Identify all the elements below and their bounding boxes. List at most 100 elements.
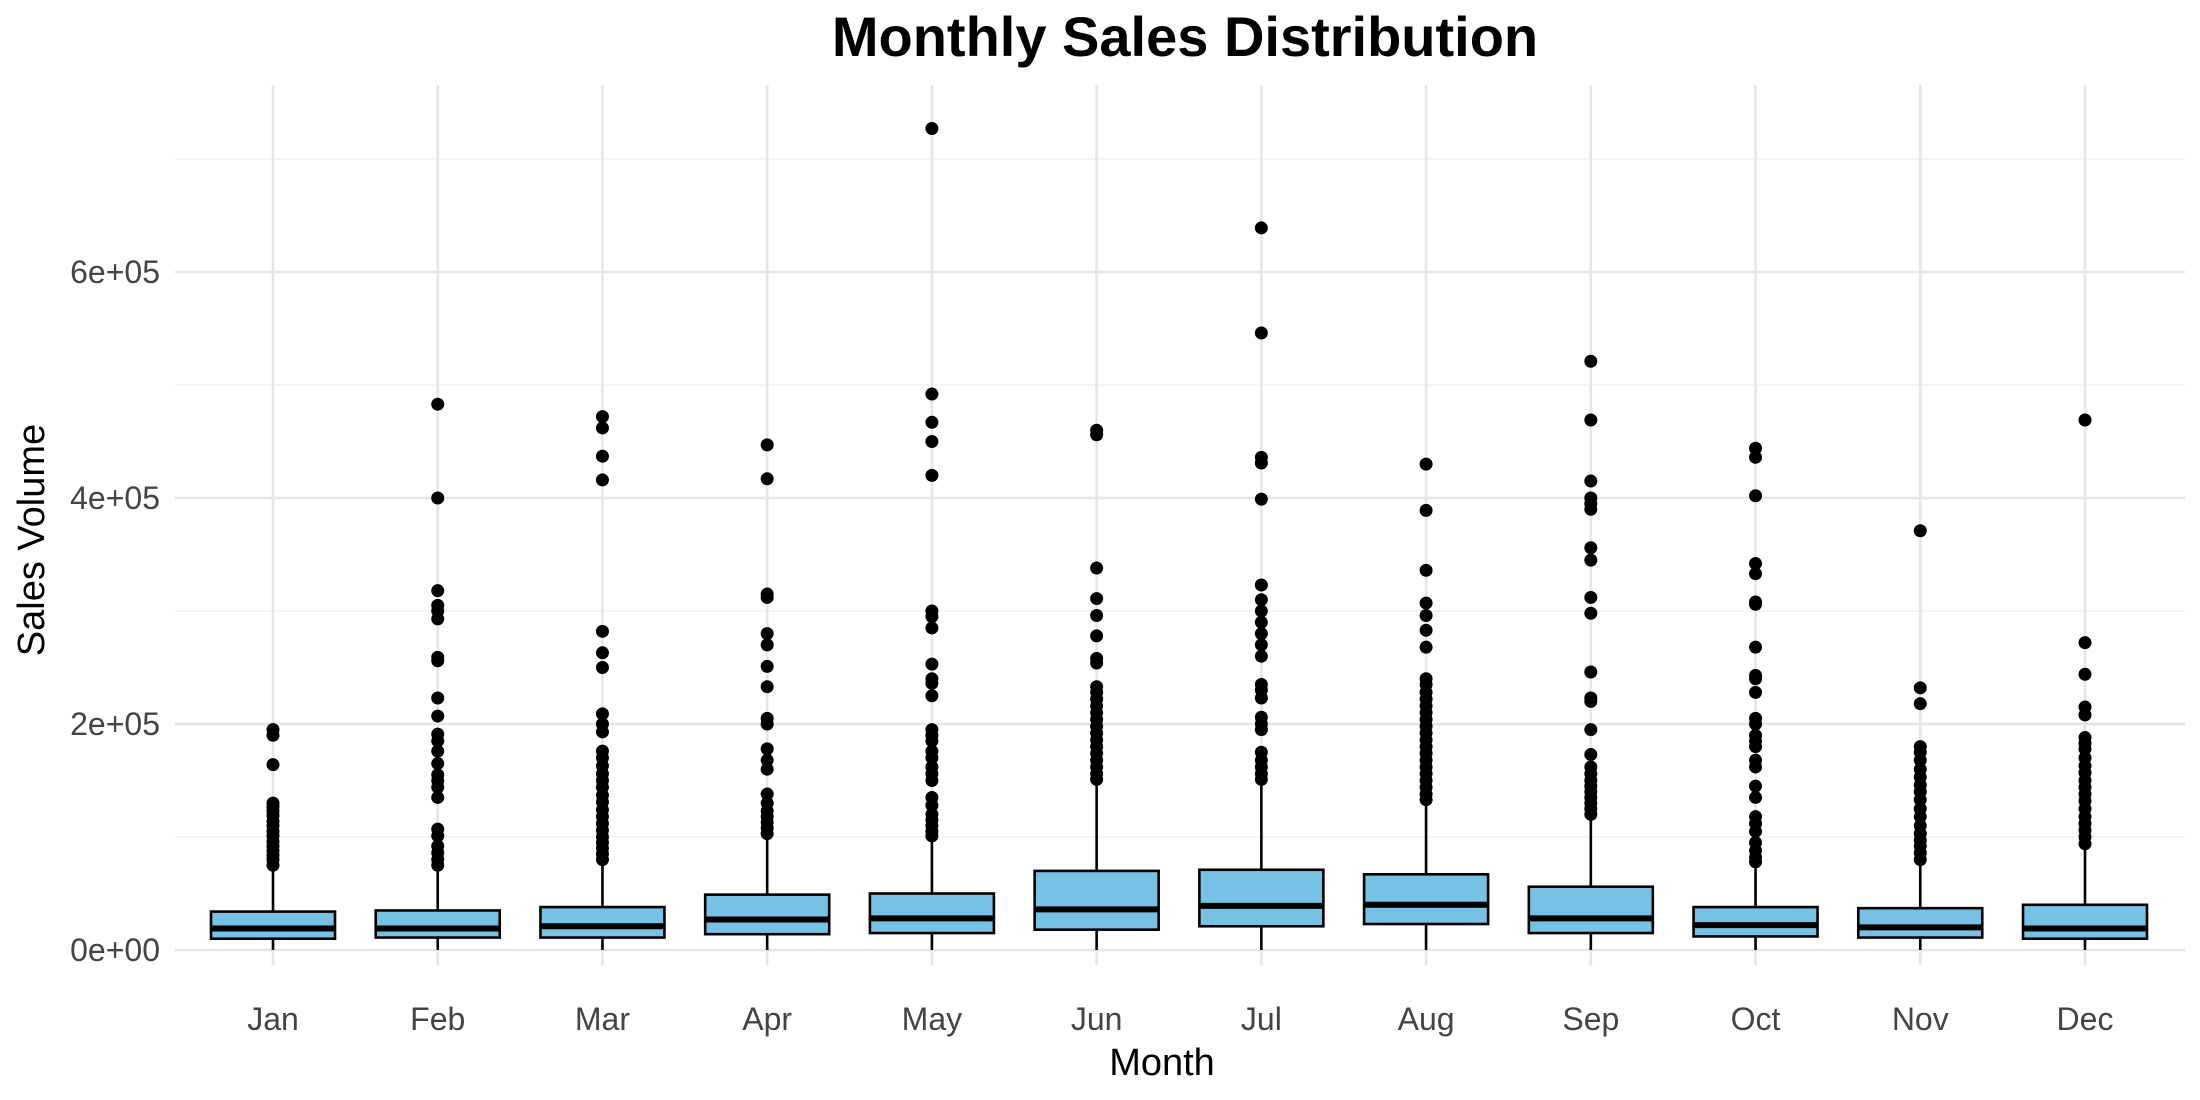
outlier-point	[760, 762, 774, 776]
outlier-point	[1749, 685, 1763, 699]
outlier-point	[431, 709, 445, 723]
outlier-point	[1254, 772, 1268, 786]
outlier-point	[760, 742, 774, 756]
outlier-point	[431, 829, 445, 843]
outlier-point	[2078, 413, 2092, 427]
outlier-point	[1584, 413, 1598, 427]
iqr-box	[209, 910, 337, 941]
box-sep	[1527, 354, 1655, 950]
outlier-point	[1749, 740, 1763, 754]
y-axis-title: Sales Volume	[11, 424, 53, 656]
iqr-box	[1362, 872, 1490, 926]
outlier-point	[1749, 779, 1763, 793]
outlier-point	[1254, 638, 1268, 652]
outlier-point	[266, 758, 280, 772]
box-apr	[703, 438, 831, 950]
box-nov	[1856, 524, 1984, 950]
iqr-box	[1856, 906, 1984, 939]
outlier-point	[1419, 793, 1433, 807]
box-jun	[1033, 423, 1160, 950]
outlier-point	[431, 780, 445, 794]
outlier-point	[925, 387, 939, 401]
outlier-point	[760, 659, 774, 673]
outlier-point	[1749, 597, 1763, 611]
outlier-point	[2078, 742, 2092, 756]
x-tick-label: Mar	[575, 1001, 630, 1037]
outlier-point	[595, 624, 609, 638]
outlier-point	[1254, 593, 1268, 607]
outlier-point	[925, 676, 939, 690]
outlier-point	[431, 654, 445, 668]
y-tick-label: 0e+00	[70, 932, 160, 968]
outlier-point	[760, 680, 774, 694]
iqr-box	[2021, 903, 2149, 940]
outlier-point	[1584, 502, 1598, 516]
outlier-point	[760, 827, 774, 841]
outlier-point	[1090, 561, 1104, 575]
box-aug	[1362, 457, 1490, 950]
box-dec	[2021, 413, 2149, 950]
gridlines	[175, 85, 2185, 965]
outlier-point	[1749, 640, 1763, 654]
outlier-point	[431, 612, 445, 626]
y-tick-label: 4e+05	[70, 480, 160, 516]
box-oct	[1692, 441, 1819, 950]
outlier-point	[925, 829, 939, 843]
outlier-point	[431, 858, 445, 872]
outlier-point	[1254, 604, 1268, 618]
outlier-point	[760, 627, 774, 641]
outlier-point	[1254, 492, 1268, 506]
outlier-point	[1584, 748, 1598, 762]
outlier-point	[1749, 450, 1763, 464]
outlier-point	[1584, 354, 1598, 368]
outlier-point	[431, 691, 445, 705]
outlier-point	[1749, 855, 1763, 869]
outlier-point	[1419, 596, 1433, 610]
x-tick-label: Jul	[1241, 1001, 1282, 1037]
outlier-point	[266, 858, 280, 872]
outlier-point	[1419, 503, 1433, 517]
outlier-point	[595, 853, 609, 867]
outlier-point	[1913, 810, 1927, 824]
outlier-point	[595, 473, 609, 487]
x-tick-label: Aug	[1398, 1001, 1455, 1037]
outlier-point	[760, 438, 774, 452]
outlier-point	[431, 584, 445, 598]
box-jan	[209, 723, 337, 950]
outlier-point	[1584, 590, 1598, 604]
box-jul	[1198, 221, 1325, 950]
iqr-box	[868, 892, 996, 935]
outlier-point	[925, 468, 939, 482]
x-tick-label: Feb	[410, 1001, 465, 1037]
outlier-point	[1254, 723, 1268, 737]
outlier-point	[431, 757, 445, 771]
outlier-point	[431, 744, 445, 758]
x-tick-label: May	[902, 1001, 962, 1037]
outlier-point	[431, 397, 445, 411]
outlier-point	[760, 717, 774, 731]
outlier-point	[1584, 665, 1598, 679]
outlier-point	[595, 646, 609, 660]
outlier-point	[1584, 553, 1598, 567]
iqr-box	[1692, 905, 1819, 938]
outlier-point	[2078, 636, 2092, 650]
outlier-point	[1749, 489, 1763, 503]
outlier-point	[431, 790, 445, 804]
x-tick-label: Nov	[1892, 1001, 1949, 1037]
outlier-point	[925, 121, 939, 135]
outlier-point	[595, 725, 609, 739]
outlier-point	[1749, 824, 1763, 838]
x-tick-label: Dec	[2057, 1001, 2114, 1037]
outlier-point	[1584, 807, 1598, 821]
outlier-point	[595, 410, 609, 424]
outlier-point	[925, 610, 939, 624]
outlier-point	[1584, 541, 1598, 555]
outlier-point	[760, 590, 774, 604]
outlier-point	[1419, 623, 1433, 637]
chart-title: Monthly Sales Distribution	[832, 5, 1538, 68]
outlier-point	[2078, 667, 2092, 681]
outlier-point	[1419, 563, 1433, 577]
outlier-point	[925, 435, 939, 448]
iqr-box	[703, 893, 831, 936]
